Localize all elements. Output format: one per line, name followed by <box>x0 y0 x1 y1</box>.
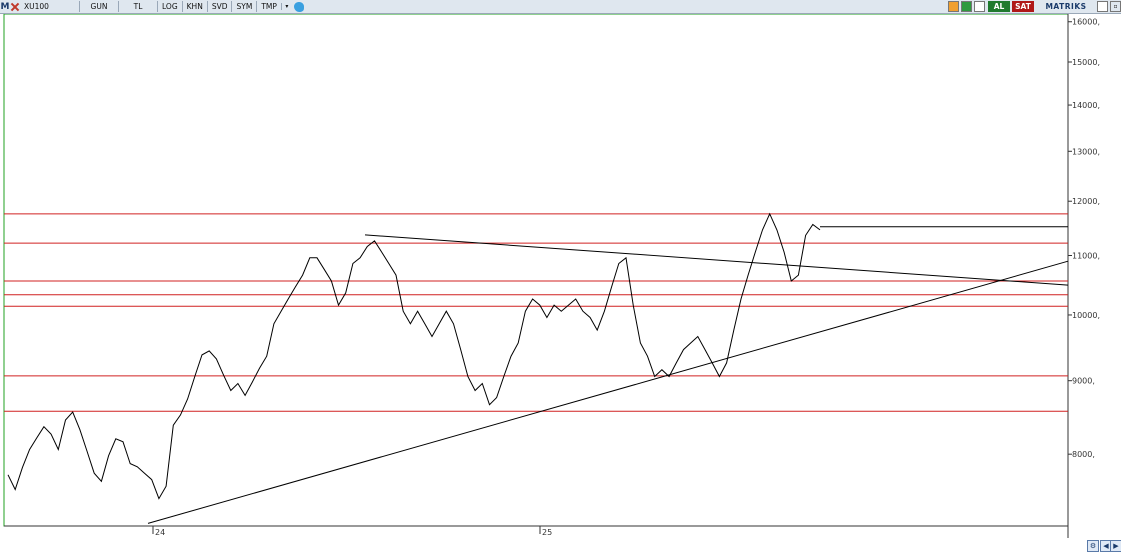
trendline[interactable] <box>147 260 1069 524</box>
sell-button[interactable]: SAT <box>1012 1 1034 12</box>
app-logo: M <box>0 1 10 12</box>
close-window-icon[interactable]: ▫ <box>1110 1 1121 12</box>
y-tick-label: 12000, <box>1072 197 1100 206</box>
period-button[interactable]: GUN <box>79 1 118 12</box>
window-icon[interactable] <box>974 1 985 12</box>
close-symbol-icon[interactable] <box>10 2 20 12</box>
y-tick-label: 10000, <box>1072 311 1100 320</box>
khn-button[interactable]: KHN <box>181 1 207 12</box>
tmp-button[interactable]: TMP <box>256 1 281 12</box>
brand-label: MATRIKS <box>1045 2 1087 11</box>
y-tick-label: 8000, <box>1072 450 1095 459</box>
chart-footer: ⚙ ◀ ▶ <box>0 538 1121 553</box>
price-series-line <box>7 212 821 500</box>
minimize-icon[interactable] <box>1097 1 1108 12</box>
svd-button[interactable]: SVD <box>206 1 232 12</box>
y-tick-label: 15000, <box>1072 58 1100 67</box>
y-tick-label: 16000, <box>1072 18 1100 27</box>
buy-button[interactable]: AL <box>988 1 1010 12</box>
alert-icon[interactable] <box>948 1 959 12</box>
y-tick-label: 11000, <box>1072 252 1100 261</box>
currency-button[interactable]: TL <box>118 1 157 12</box>
price-chart[interactable]: 16000, 15000, 14000, 13000, 12000, 11000, 1000… <box>0 14 1110 538</box>
refresh-icon[interactable] <box>961 1 972 12</box>
sym-button[interactable]: SYM <box>231 1 256 12</box>
x-tick-label: 25 <box>542 528 552 537</box>
right-scroll-strip <box>1110 14 1121 538</box>
settings-icon[interactable]: ⚙ <box>1087 540 1099 552</box>
twitter-icon[interactable] <box>293 1 304 12</box>
log-button[interactable]: LOG <box>157 1 182 12</box>
scroll-right-icon[interactable]: ▶ <box>1110 540 1121 552</box>
y-tick-label: 9000, <box>1072 377 1095 386</box>
chart-toolbar: M XU100 GUN TL LOG KHN SVD SYM TMP ▾ AL … <box>0 0 1121 14</box>
x-tick-label: 24 <box>155 528 165 537</box>
symbol-label[interactable]: XU100 <box>24 2 49 11</box>
plot-frame <box>3 14 1069 527</box>
template-dropdown-icon[interactable]: ▾ <box>280 3 292 10</box>
y-tick-label: 13000, <box>1072 147 1100 156</box>
y-tick-label: 14000, <box>1072 101 1100 110</box>
trendline[interactable] <box>364 234 1069 286</box>
